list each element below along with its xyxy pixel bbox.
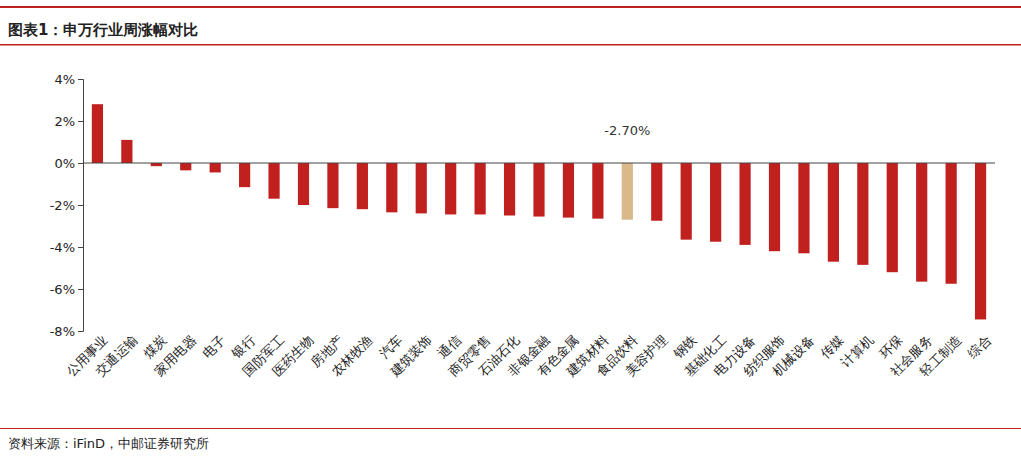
bar [327, 163, 338, 208]
bar [475, 163, 486, 214]
y-tick: -8% [50, 324, 83, 339]
x-tick: 医药生物 [269, 332, 316, 379]
bar [798, 163, 809, 253]
x-tick-label: 农林牧渔 [328, 332, 375, 379]
bar [445, 163, 456, 214]
x-tick-label: 机械设备 [770, 332, 817, 379]
x-tick-label: 综合 [965, 332, 994, 361]
x-tick: 综合 [965, 332, 994, 361]
bars [92, 104, 986, 319]
bar [828, 163, 839, 262]
y-tick: -4% [50, 240, 83, 255]
bar [916, 163, 927, 282]
y-tick-label: -8% [50, 324, 75, 339]
x-tick-label: 医药生物 [269, 332, 316, 379]
y-tick-label: 4% [54, 72, 75, 87]
footer-rule [0, 428, 1021, 429]
x-tick: 建筑装饰 [386, 332, 434, 380]
bar [710, 163, 721, 242]
x-tick-label: 交通运输 [93, 332, 140, 379]
y-tick: 0% [54, 156, 83, 171]
bar [563, 163, 574, 218]
x-tick-label: 电子 [199, 332, 228, 361]
x-tick: 轻工制造 [917, 332, 964, 379]
y-tick-label: -4% [50, 240, 75, 255]
annotation: -2.70% [604, 123, 650, 138]
x-tick: 农林牧渔 [328, 332, 375, 379]
bar [298, 163, 309, 205]
bar [533, 163, 544, 217]
y-tick: -6% [50, 282, 83, 297]
bar [622, 163, 633, 220]
bar [239, 163, 250, 187]
title: 图表1：申万行业周涨幅对比 [8, 21, 198, 39]
y-tick-label: 0% [54, 156, 75, 171]
bar [946, 163, 957, 284]
x-axis: 公用事业交通运输煤炭家用电器电子银行国防军工医药生物房地产农林牧渔汽车建筑装饰通… [63, 332, 994, 380]
y-tick-mark [78, 205, 83, 206]
title-rule [0, 44, 1021, 46]
bar [739, 163, 750, 245]
y-tick-mark [78, 121, 83, 122]
bar [651, 163, 662, 221]
bar [92, 104, 103, 163]
x-tick: 电子 [199, 332, 228, 361]
bar [416, 163, 427, 213]
bar [975, 163, 986, 319]
chart: 图表1：申万行业周涨幅对比资料来源：iFinD，中邮证券研究所 -8% -6% -4%… [0, 0, 1021, 463]
bar [857, 163, 868, 265]
source: 资料来源：iFinD，中邮证券研究所 [8, 436, 209, 451]
y-tick-mark [78, 163, 83, 164]
y-tick-mark [78, 247, 83, 248]
header-rule [0, 6, 1021, 8]
bar [887, 163, 898, 272]
y-tick-label: 2% [54, 114, 75, 129]
bar [769, 163, 780, 251]
y-tick: 2% [54, 114, 83, 129]
bar [504, 163, 515, 216]
y-tick-mark [78, 289, 83, 290]
bar [386, 163, 397, 212]
y-tick-label: -2% [50, 198, 75, 213]
x-tick: 机械设备 [770, 332, 817, 379]
bar [180, 163, 191, 170]
x-tick-label: 轻工制造 [917, 332, 964, 379]
x-tick-label: 计算机 [838, 332, 876, 370]
bar [592, 163, 603, 219]
bar [681, 163, 692, 240]
y-axis: -8% -6% -4% -2% 0% 2% 4% [50, 72, 84, 339]
zero-line [83, 163, 995, 164]
y-tick-mark [78, 79, 83, 80]
x-tick: 家用电器 [152, 332, 199, 379]
bar [357, 163, 368, 209]
x-tick-label: 家用电器 [152, 332, 199, 379]
bar [210, 163, 221, 172]
y-tick-label: -6% [50, 282, 75, 297]
y-tick-mark [78, 331, 83, 332]
y-tick: -2% [50, 198, 83, 213]
x-tick: 计算机 [838, 332, 876, 370]
y-tick: 4% [54, 72, 83, 87]
x-tick-label: 美容护理 [623, 332, 670, 379]
y-axis-line [78, 80, 84, 332]
bar [268, 163, 279, 199]
x-tick-label: 建筑装饰 [386, 332, 434, 380]
x-tick: 美容护理 [623, 332, 670, 379]
bar [121, 140, 132, 163]
x-tick: 交通运输 [93, 332, 140, 379]
